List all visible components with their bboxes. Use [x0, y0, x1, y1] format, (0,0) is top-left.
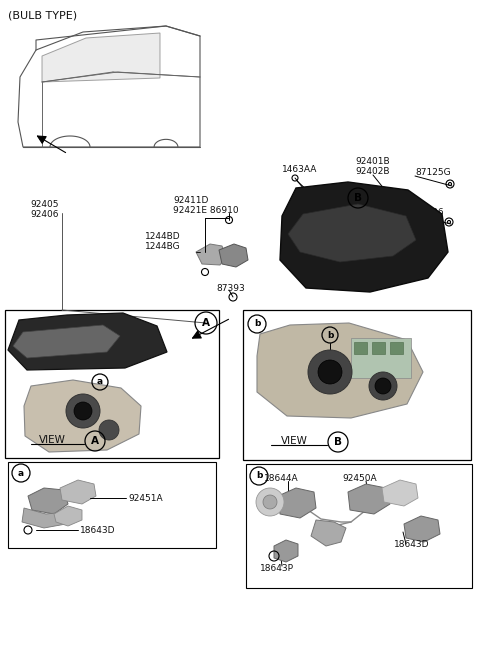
Bar: [5, 310, 219, 458]
Polygon shape: [257, 323, 423, 418]
Polygon shape: [280, 182, 448, 292]
Text: A: A: [91, 436, 99, 446]
Text: 87126: 87126: [415, 208, 444, 217]
Bar: [351, 338, 411, 378]
Text: 92401B: 92401B: [355, 157, 390, 166]
Circle shape: [66, 394, 100, 428]
Circle shape: [99, 420, 119, 440]
Bar: [372, 342, 385, 354]
Circle shape: [318, 360, 342, 384]
Text: 92402B: 92402B: [355, 167, 389, 176]
Text: a: a: [97, 378, 103, 386]
Text: B: B: [354, 193, 362, 203]
Text: 87393: 87393: [216, 284, 245, 293]
Text: b: b: [327, 330, 333, 340]
Bar: [8, 462, 216, 548]
Text: 92450A: 92450A: [342, 474, 377, 483]
Circle shape: [74, 402, 92, 420]
Polygon shape: [22, 508, 66, 528]
Text: 92406: 92406: [30, 210, 59, 219]
Circle shape: [369, 372, 397, 400]
Polygon shape: [219, 244, 248, 267]
Text: b: b: [256, 472, 262, 480]
Text: 18643P: 18643P: [260, 564, 294, 573]
Text: 18643D: 18643D: [80, 526, 116, 535]
Polygon shape: [404, 516, 440, 542]
Text: b: b: [254, 319, 260, 328]
Polygon shape: [274, 540, 298, 562]
Polygon shape: [28, 488, 68, 514]
Bar: [243, 310, 471, 460]
Polygon shape: [13, 325, 120, 358]
Circle shape: [263, 495, 277, 509]
Polygon shape: [42, 33, 160, 82]
Text: (BULB TYPE): (BULB TYPE): [8, 10, 77, 20]
Text: B: B: [334, 437, 342, 447]
Text: 92411D: 92411D: [173, 196, 208, 205]
Polygon shape: [311, 520, 346, 546]
Text: VIEW: VIEW: [39, 435, 66, 445]
Bar: [390, 342, 403, 354]
Text: 18644A: 18644A: [264, 474, 299, 483]
Polygon shape: [24, 380, 141, 452]
Polygon shape: [278, 488, 316, 518]
Polygon shape: [196, 244, 226, 265]
Text: 87125G: 87125G: [415, 168, 451, 177]
Polygon shape: [288, 204, 416, 262]
Bar: [354, 342, 367, 354]
Text: 92451A: 92451A: [128, 494, 163, 503]
Text: 1244BG: 1244BG: [145, 242, 180, 251]
Polygon shape: [60, 480, 96, 504]
Circle shape: [375, 378, 391, 394]
Polygon shape: [348, 484, 390, 514]
Circle shape: [256, 488, 284, 516]
Text: 18643D: 18643D: [394, 540, 430, 549]
Polygon shape: [382, 480, 418, 506]
Text: 92421E 86910: 92421E 86910: [173, 206, 239, 215]
Text: 1244BD: 1244BD: [145, 232, 180, 241]
Text: 1463AA: 1463AA: [282, 165, 317, 174]
Text: VIEW: VIEW: [281, 436, 308, 446]
Text: a: a: [18, 468, 24, 478]
Text: 92405: 92405: [30, 200, 59, 209]
Bar: [246, 464, 472, 588]
Circle shape: [308, 350, 352, 394]
Text: A: A: [202, 318, 210, 328]
Polygon shape: [54, 506, 82, 526]
Polygon shape: [8, 313, 167, 370]
